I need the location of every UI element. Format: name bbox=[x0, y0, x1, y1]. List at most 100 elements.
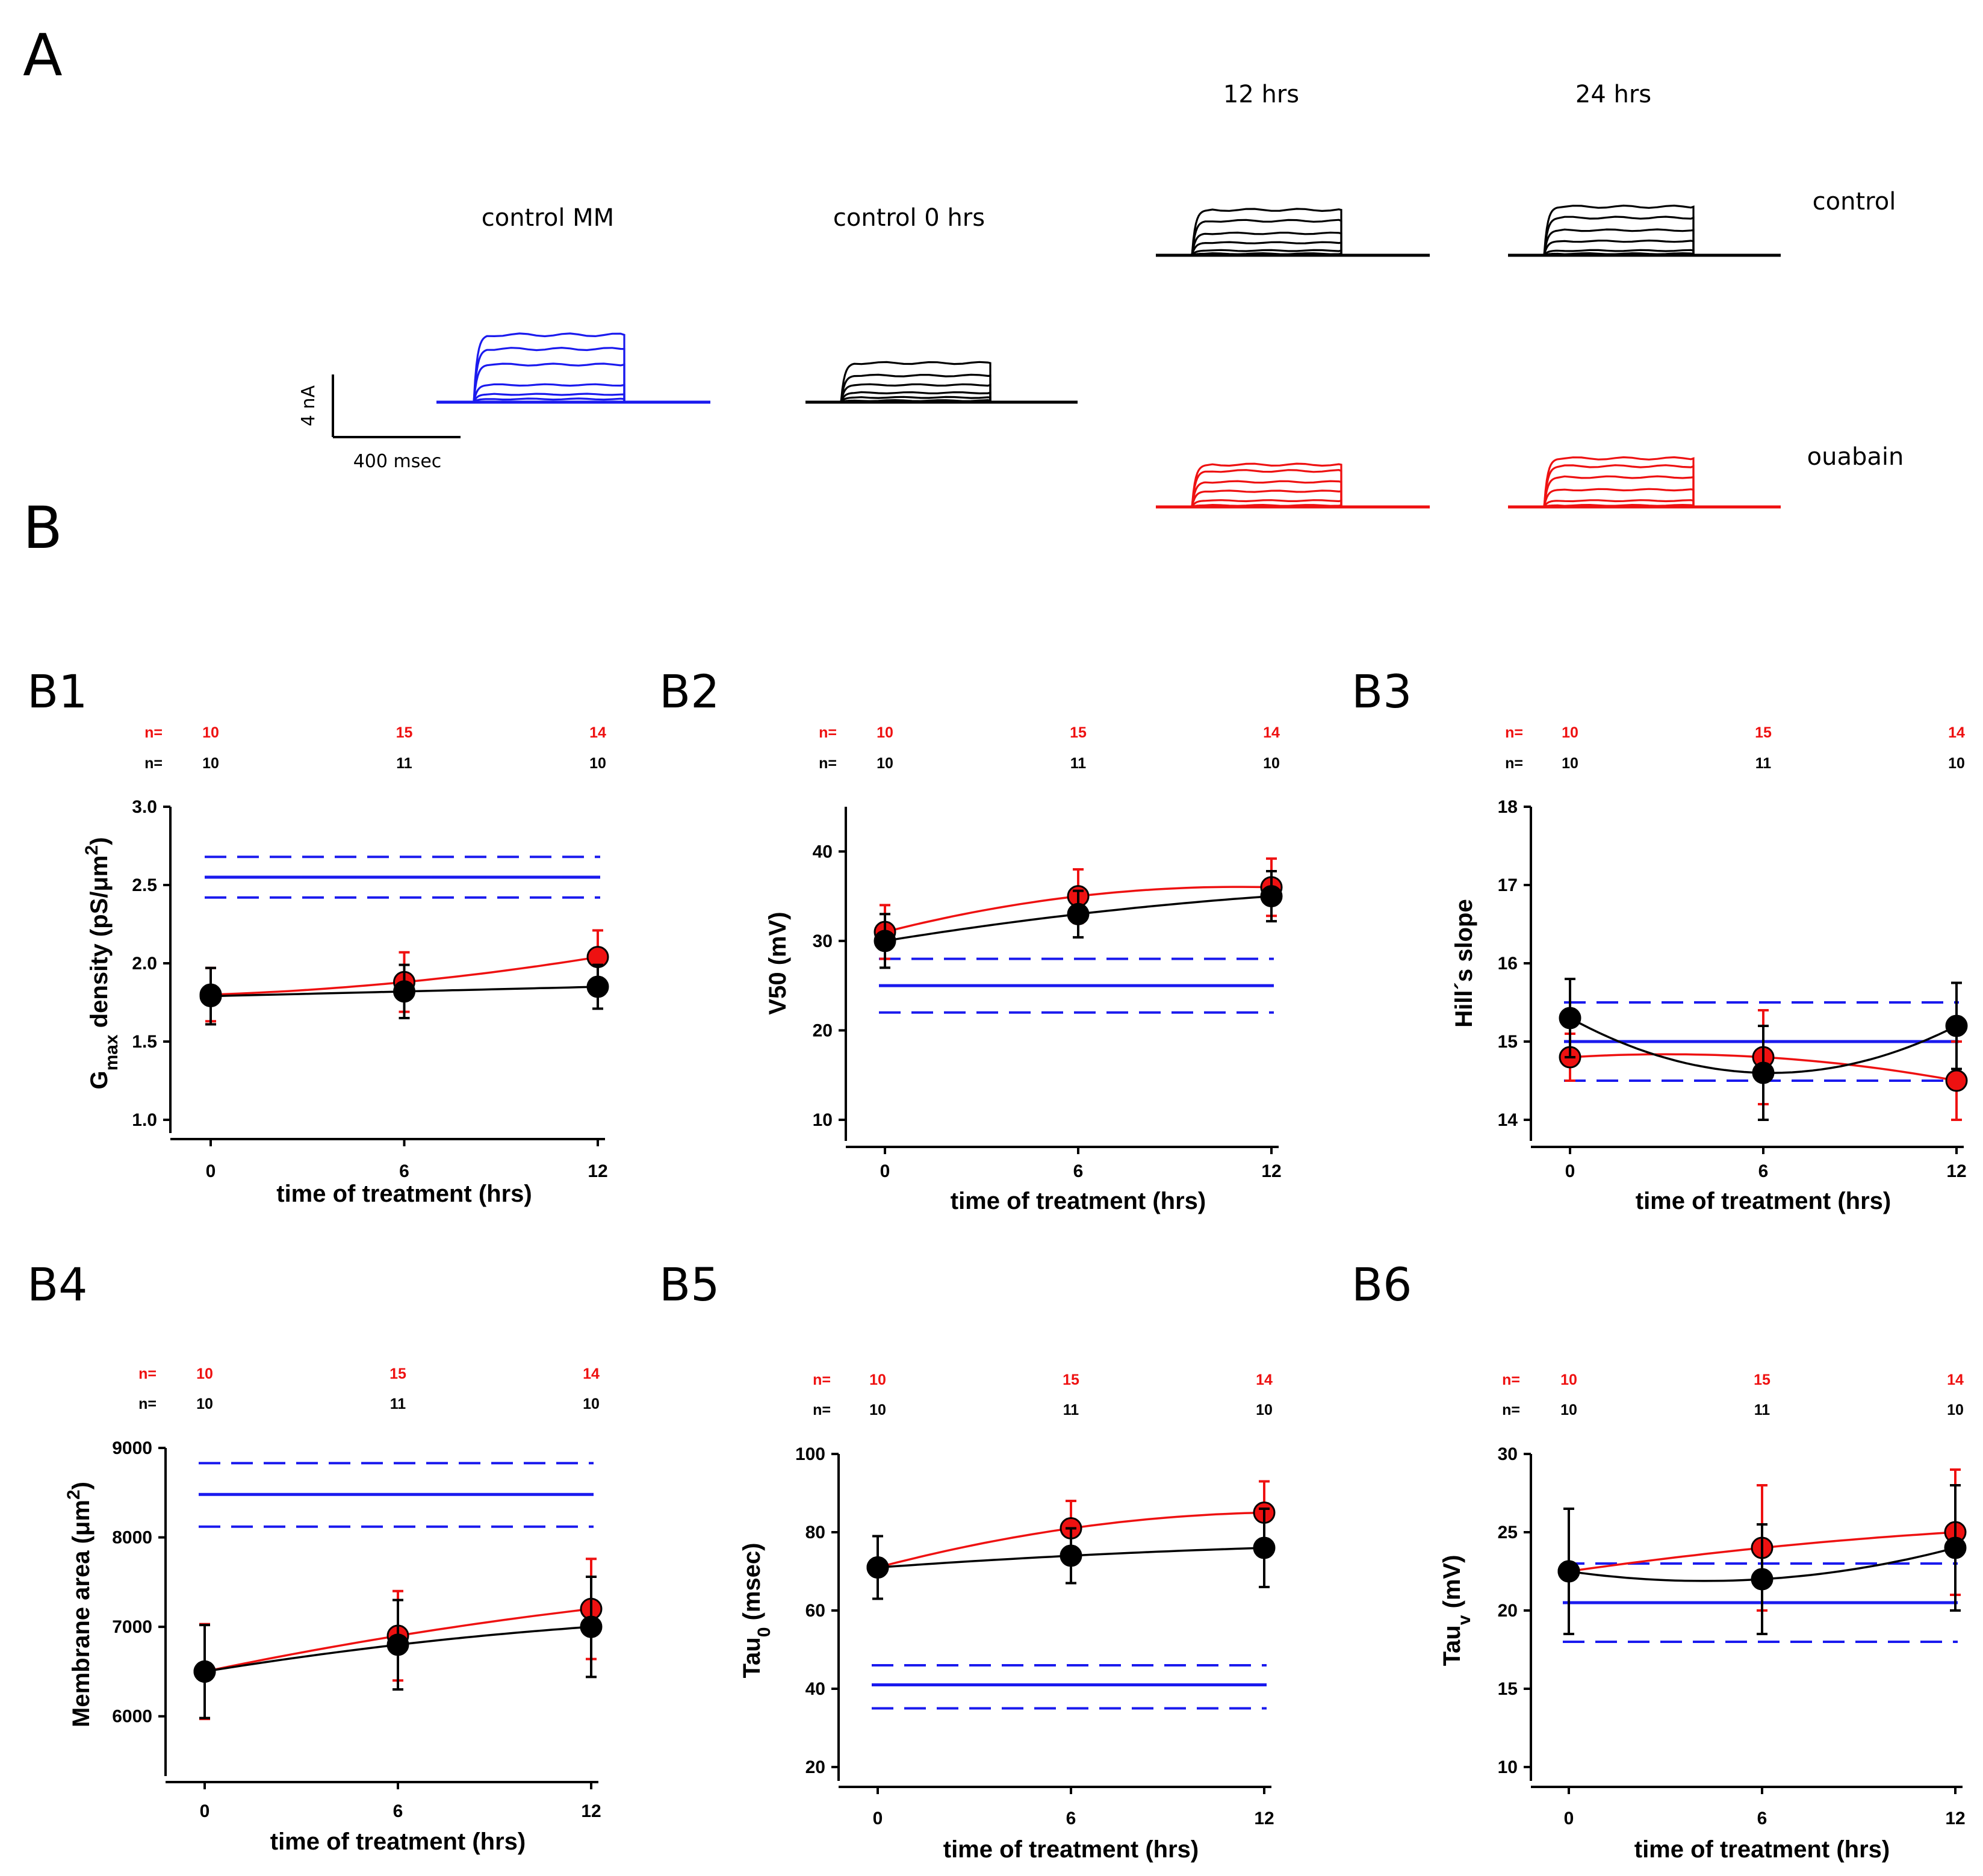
current-trace bbox=[436, 332, 710, 403]
chart-label-B3: B3 bbox=[1351, 665, 1412, 718]
n-prefix-control: n= bbox=[144, 755, 163, 772]
n-value-control: 10 bbox=[1560, 1402, 1577, 1418]
x-axis-title: time of treatment (hrs) bbox=[951, 1188, 1206, 1214]
n-prefix-ouabain: n= bbox=[813, 1371, 831, 1388]
n-value-ouabain: 15 bbox=[1754, 1371, 1770, 1388]
trace-group-control-12h bbox=[1156, 208, 1430, 257]
y-tick-label: 30 bbox=[1498, 1444, 1518, 1464]
data-point-control bbox=[393, 980, 415, 1003]
current-trace bbox=[1508, 456, 1781, 508]
data-point-control bbox=[1557, 1560, 1580, 1583]
n-value-control: 10 bbox=[1948, 755, 1965, 772]
data-point-ouabain bbox=[1945, 1069, 1968, 1092]
current-trace bbox=[1508, 499, 1781, 508]
chart-label-B5: B5 bbox=[659, 1258, 720, 1311]
y-tick-label: 60 bbox=[805, 1601, 825, 1621]
n-value-ouabain: 15 bbox=[1755, 724, 1772, 741]
y-tick-label: 10 bbox=[813, 1110, 833, 1130]
n-value-control: 10 bbox=[869, 1402, 886, 1418]
data-point-control bbox=[386, 1633, 409, 1656]
n-value-control: 11 bbox=[1754, 1402, 1770, 1418]
y-tick-label: 30 bbox=[813, 931, 833, 951]
y-axis-title-part: 2 bbox=[82, 845, 102, 856]
y-axis-title-part: G bbox=[86, 1070, 113, 1089]
current-trace bbox=[1156, 480, 1430, 508]
n-value-ouabain: 10 bbox=[202, 724, 219, 741]
y-tick-label: 3.0 bbox=[132, 797, 157, 817]
trace-label-control-0h: control 0 hrs bbox=[833, 204, 985, 232]
y-axis-title: V50 (mV) bbox=[765, 912, 791, 1014]
x-tick-label: 12 bbox=[1261, 1161, 1281, 1181]
y-tick-label: 8000 bbox=[112, 1528, 152, 1548]
current-trace bbox=[805, 383, 1078, 403]
y-tick-label: 14 bbox=[1498, 1110, 1518, 1130]
current-trace bbox=[1156, 231, 1430, 256]
x-axis-title: time of treatment (hrs) bbox=[1634, 1836, 1890, 1863]
n-value-ouabain: 15 bbox=[389, 1365, 406, 1382]
current-trace bbox=[805, 396, 1078, 403]
chart-label-B6: B6 bbox=[1351, 1258, 1412, 1311]
n-value-ouabain: 10 bbox=[869, 1371, 886, 1388]
y-tick-label: 20 bbox=[1498, 1601, 1518, 1621]
n-value-ouabain: 14 bbox=[1948, 724, 1965, 741]
panel-b-label: B bbox=[23, 494, 63, 562]
row-label-control: control bbox=[1813, 188, 1896, 216]
series-control bbox=[193, 1575, 603, 1719]
data-point-control bbox=[1067, 902, 1090, 925]
y-tick-label: 25 bbox=[1498, 1523, 1518, 1542]
y-axis-title-part: μ bbox=[68, 1521, 95, 1536]
y-axis-title-part: m bbox=[86, 855, 113, 877]
x-tick-label: 0 bbox=[880, 1161, 890, 1181]
current-trace bbox=[436, 383, 710, 403]
y-axis-title-part: m bbox=[68, 1500, 95, 1521]
n-value-control: 11 bbox=[390, 1396, 406, 1412]
current-trace bbox=[1156, 462, 1430, 508]
data-point-control bbox=[193, 1660, 216, 1683]
n-value-ouabain: 15 bbox=[1070, 724, 1087, 741]
chart-B6: B6 n= n= 10 10 15 11 14 10 10 15 20 25 30 0 6 12 time of … bbox=[1351, 1258, 1967, 1863]
current-trace bbox=[436, 346, 710, 403]
y-axis-title-part: max bbox=[102, 1034, 122, 1070]
y-tick-label: 9000 bbox=[112, 1438, 152, 1458]
panel-b-charts: B1 n= n= 10 10 15 11 14 10 1.0 1.5 2.0 2.5 3.0 0 6 12 tim… bbox=[27, 665, 1968, 1863]
current-trace bbox=[1156, 489, 1430, 508]
row-label-ouabain: ouabain bbox=[1807, 443, 1904, 471]
y-tick-label: 16 bbox=[1498, 954, 1518, 974]
x-axis-title: time of treatment (hrs) bbox=[943, 1836, 1199, 1863]
n-value-ouabain: 14 bbox=[1256, 1371, 1273, 1388]
data-point-control bbox=[1945, 1014, 1968, 1037]
n-value-control: 10 bbox=[583, 1396, 600, 1412]
panel-a: A control MM control 0 hrs 12 hrs 24 hrs… bbox=[23, 22, 1904, 509]
n-value-control: 11 bbox=[396, 755, 412, 772]
y-axis-title: Hill´s slope bbox=[1451, 899, 1477, 1027]
data-point-control bbox=[199, 985, 222, 1008]
n-value-control: 11 bbox=[1755, 755, 1772, 772]
data-point-control bbox=[874, 930, 896, 952]
chart-B1: B1 n= n= 10 10 15 11 14 10 1.0 1.5 2.0 2.5 3.0 0 6 12 tim… bbox=[27, 665, 609, 1207]
n-value-control: 10 bbox=[202, 755, 219, 772]
trace-group-ouabain-12h bbox=[1156, 462, 1430, 509]
x-tick-label: 6 bbox=[1073, 1161, 1084, 1181]
y-tick-label: 20 bbox=[813, 1020, 833, 1040]
x-tick-label: 6 bbox=[1066, 1809, 1076, 1828]
n-value-control: 11 bbox=[1070, 755, 1087, 772]
current-trace bbox=[1508, 216, 1781, 256]
scale-bar: 4 nA 400 msec bbox=[298, 374, 461, 472]
current-trace bbox=[1508, 239, 1781, 256]
n-value-ouabain: 14 bbox=[1263, 724, 1280, 741]
n-value-ouabain: 10 bbox=[196, 1365, 213, 1382]
chart-label-B1: B1 bbox=[27, 665, 88, 718]
n-prefix-ouabain: n= bbox=[1505, 724, 1523, 741]
current-trace bbox=[1508, 252, 1781, 256]
n-value-ouabain: 15 bbox=[1063, 1371, 1079, 1388]
x-tick-label: 6 bbox=[393, 1801, 403, 1821]
y-tick-label: 15 bbox=[1498, 1032, 1518, 1052]
y-axis-title-part: ) bbox=[86, 837, 113, 845]
current-trace bbox=[1156, 252, 1430, 256]
x-tick-label: 6 bbox=[1757, 1809, 1767, 1828]
y-axis-title: Tauv (mV) bbox=[1439, 1555, 1474, 1666]
x-tick-label: 6 bbox=[1758, 1161, 1769, 1181]
y-tick-label: 6000 bbox=[112, 1707, 152, 1727]
y-tick-label: 18 bbox=[1498, 797, 1518, 817]
trace-label-control-mm: control MM bbox=[482, 204, 614, 232]
